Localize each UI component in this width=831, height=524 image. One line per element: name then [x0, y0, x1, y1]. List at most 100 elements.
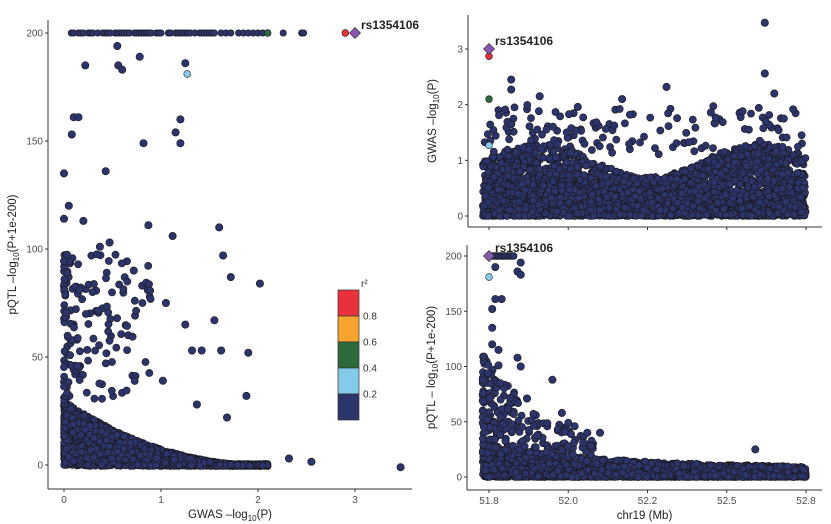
data-point [113, 314, 121, 323]
data-point [144, 221, 153, 230]
data-point [168, 232, 177, 241]
data-point [216, 461, 224, 469]
y-tick-label: 0 [457, 212, 463, 223]
data-point [67, 130, 76, 139]
y-tick-label: 150 [26, 137, 43, 148]
data-point [187, 454, 195, 463]
data-point [117, 259, 126, 268]
data-point [175, 461, 184, 470]
data-point [176, 115, 185, 124]
data-point [90, 280, 98, 288]
y-tick-label: 2 [457, 100, 463, 111]
data-point [94, 306, 103, 315]
data-point [139, 139, 148, 148]
data-point [82, 310, 90, 318]
x-tick-label: 1 [158, 495, 164, 506]
data-point [258, 461, 267, 470]
data-point [145, 280, 153, 289]
data-point [206, 458, 215, 466]
data-point [74, 260, 82, 269]
data-point [284, 454, 293, 463]
data-point [170, 455, 178, 464]
data-point [97, 427, 105, 436]
data-point [158, 376, 167, 385]
data-point [255, 279, 264, 288]
data-point [77, 448, 86, 456]
data-point [78, 295, 86, 304]
data-point [157, 29, 165, 37]
data-point [60, 257, 68, 265]
data-point [126, 439, 135, 447]
data-point [111, 250, 120, 259]
data-point [69, 457, 78, 465]
data-point [104, 257, 113, 265]
data-point [62, 308, 71, 317]
data-point [66, 405, 75, 413]
data-point [105, 238, 114, 247]
data-point [90, 434, 98, 442]
data-point [105, 336, 114, 345]
data-point [300, 29, 308, 37]
data-point [163, 450, 171, 458]
y-tick-label: 200 [26, 29, 43, 40]
data-point [103, 436, 111, 444]
data-point [87, 446, 95, 454]
data-point [75, 376, 84, 384]
data-point [279, 29, 287, 37]
data-point [112, 343, 121, 352]
data-point [210, 29, 218, 37]
data-point [120, 432, 128, 441]
data-point [98, 394, 106, 403]
data-point [89, 334, 98, 343]
data-point [104, 327, 113, 336]
y-tick-label: 50 [32, 353, 44, 364]
data-point [81, 61, 90, 70]
data-point [70, 323, 78, 332]
data-point [104, 320, 113, 329]
data-point [77, 431, 85, 439]
data-point [144, 261, 153, 270]
data-point [92, 250, 101, 259]
data-point [396, 463, 405, 472]
data-point [60, 347, 69, 356]
data-point [61, 417, 70, 426]
y-tick-label: 3 [457, 45, 463, 56]
data-point [59, 214, 68, 223]
data-point [188, 346, 197, 355]
data-point [64, 378, 73, 387]
x-axis-label: GWAS –log10(P) [188, 509, 272, 523]
y-tick-label: 100 [26, 245, 43, 256]
data-point [101, 359, 110, 368]
data-point [129, 455, 137, 463]
data-point [227, 29, 235, 37]
data-point [73, 334, 82, 342]
data-point [161, 298, 170, 307]
data-point [161, 459, 170, 467]
data-point [307, 457, 316, 466]
data-point [75, 285, 84, 294]
data-point [79, 420, 88, 428]
data-point [107, 386, 116, 395]
data-point [129, 266, 138, 275]
data-point [192, 400, 201, 409]
data-point [145, 369, 154, 377]
data-point [102, 274, 110, 283]
data-point [69, 420, 77, 428]
lead-snp-label: rs1354106 [361, 18, 419, 32]
data-point [82, 388, 91, 397]
data-point [153, 454, 161, 462]
data-point [187, 461, 196, 469]
data-point [122, 386, 131, 395]
data-point [115, 280, 123, 289]
data-point [215, 223, 224, 232]
data-point [141, 358, 150, 366]
data-point [96, 450, 104, 458]
data-point [60, 275, 69, 283]
data-point [136, 451, 144, 460]
data-point [146, 295, 155, 303]
data-point [123, 346, 131, 354]
data-point [123, 277, 132, 286]
